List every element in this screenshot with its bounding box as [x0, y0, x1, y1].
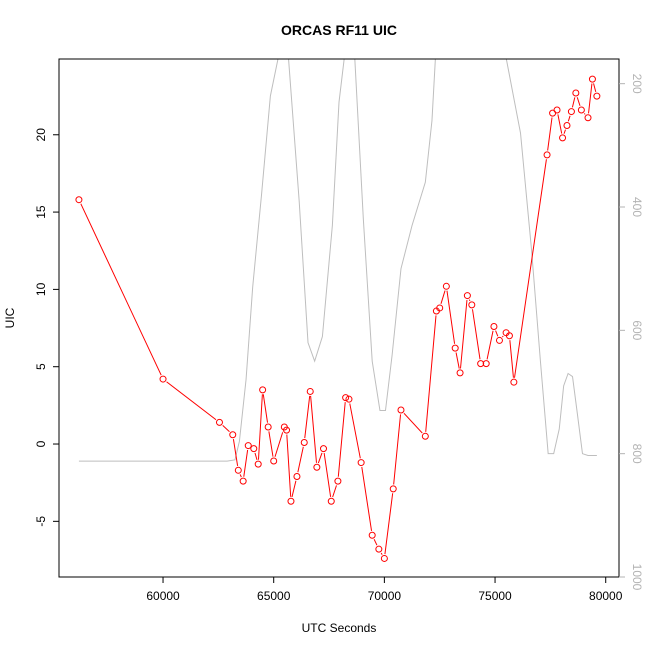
- x-tick-label: 60000: [146, 589, 180, 603]
- x-axis-label: UTC Seconds: [302, 621, 377, 635]
- y-right-tick-label: 800: [630, 444, 644, 464]
- x-tick-label: 65000: [257, 589, 291, 603]
- y-tick-label: 10: [34, 282, 48, 296]
- x-tick-label: 70000: [368, 589, 402, 603]
- y-tick-label: 20: [34, 128, 48, 142]
- y-right-tick-label: 1000: [630, 564, 644, 591]
- y-axis-left: -5 0 5 10 15 20: [34, 128, 59, 527]
- x-axis: 60000 65000 70000 75000 80000: [146, 577, 622, 603]
- pressure-line: [79, 41, 597, 462]
- pressure-series: [79, 41, 597, 462]
- plot-region: [74, 41, 601, 563]
- y-right-tick-label: 400: [630, 197, 644, 217]
- y-tick-label: 0: [34, 440, 48, 447]
- x-tick-label: 75000: [478, 589, 512, 603]
- y-right-tick-label: 600: [630, 320, 644, 340]
- uic-line: [79, 79, 597, 558]
- chart-title: ORCAS RF11 UIC: [281, 22, 397, 38]
- y-tick-label: 15: [34, 205, 48, 219]
- plot-frame: [59, 59, 619, 577]
- x-tick-label: 80000: [589, 589, 623, 603]
- y-tick-label: -5: [34, 516, 48, 527]
- y-tick-label: 5: [34, 363, 48, 370]
- y-right-tick-label: 200: [630, 74, 644, 94]
- y-axis-label: UIC: [3, 307, 17, 328]
- y-axis-right: 200 400 600 800 1000: [619, 74, 644, 591]
